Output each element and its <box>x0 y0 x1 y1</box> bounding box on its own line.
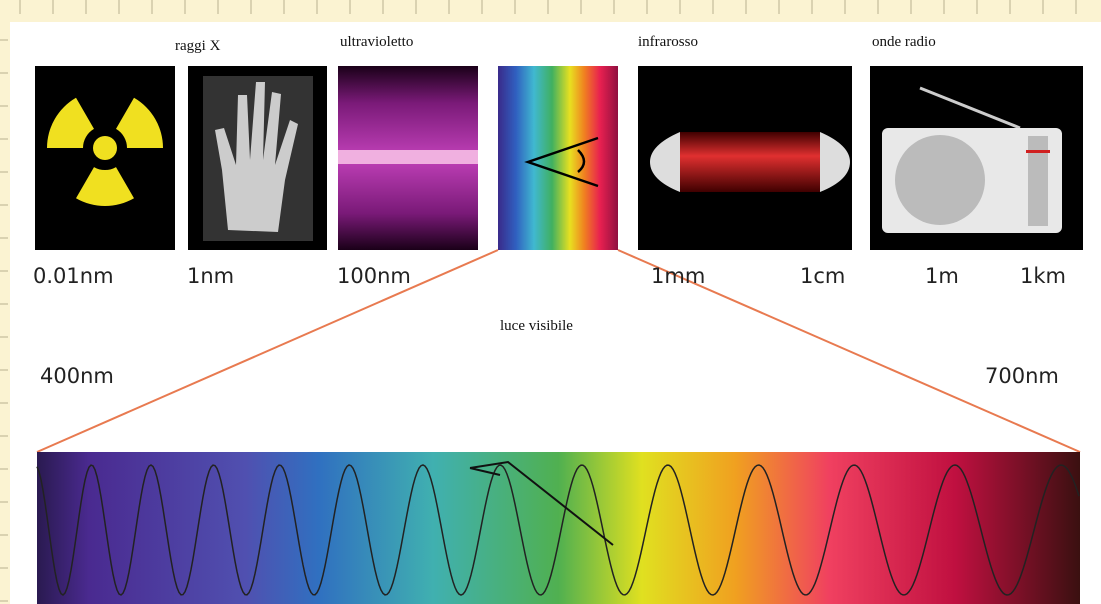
panel-visible <box>498 66 618 250</box>
uv-band <box>338 150 478 164</box>
scale-label: 1mm <box>651 264 705 288</box>
band-label: infrarosso <box>638 34 698 50</box>
radio-dial <box>1028 136 1048 226</box>
scale-label: 0.01nm <box>33 264 114 288</box>
scale-label: 1m <box>925 264 959 288</box>
band-label: ultravioletto <box>340 34 413 50</box>
ruler-left <box>0 0 10 604</box>
scale-label: 1cm <box>800 264 845 288</box>
range-end: 700nm <box>985 364 1059 388</box>
scale-label: 100nm <box>337 264 411 288</box>
visible-spectrum <box>37 452 1080 604</box>
radio-needle <box>1026 150 1050 153</box>
radio-speaker <box>895 135 985 225</box>
ruler-top <box>0 0 1101 22</box>
band-label: raggi X <box>175 38 221 54</box>
band-label: onde radio <box>872 34 936 50</box>
scale-label: 1nm <box>187 264 234 288</box>
scale-label: 1km <box>1020 264 1066 288</box>
ir-coil <box>680 132 820 192</box>
visible-label: luce visibile <box>500 318 573 334</box>
diagram: raggi X ultravioletto infrarosso onde ra… <box>0 0 1101 604</box>
range-start: 400nm <box>40 364 114 388</box>
